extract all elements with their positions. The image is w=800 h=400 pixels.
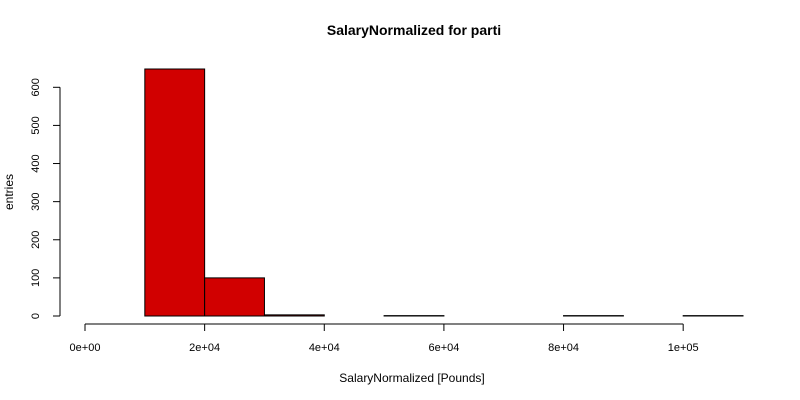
x-axis-label: SalaryNormalized [Pounds]	[339, 371, 484, 385]
x-tick-label: 4e+04	[309, 342, 340, 354]
x-tick-label: 1e+05	[668, 342, 699, 354]
y-tick-label: 200	[30, 231, 42, 249]
y-tick-label: 400	[30, 154, 42, 172]
x-tick-label: 0e+00	[70, 342, 101, 354]
x-tick-label: 2e+04	[189, 342, 220, 354]
chart-title: SalaryNormalized for parti	[327, 22, 501, 38]
x-tick-label: 6e+04	[428, 342, 459, 354]
y-axis: 0 100 200 300 400 500 600	[30, 78, 61, 319]
y-tick-label: 100	[30, 269, 42, 287]
x-axis: 0e+00 2e+04 4e+04 6e+04 8e+04 1e+05	[70, 323, 699, 354]
y-tick-label: 500	[30, 116, 42, 134]
y-tick-label: 0	[30, 313, 42, 319]
histogram-bar	[144, 68, 206, 317]
y-tick-label: 300	[30, 192, 42, 210]
y-axis-label: entries	[2, 174, 16, 210]
bars-group	[144, 68, 744, 317]
histogram-bar	[204, 277, 265, 317]
y-tick-label: 600	[30, 78, 42, 96]
histogram-bar	[263, 314, 325, 317]
x-tick-label: 8e+04	[548, 342, 579, 354]
